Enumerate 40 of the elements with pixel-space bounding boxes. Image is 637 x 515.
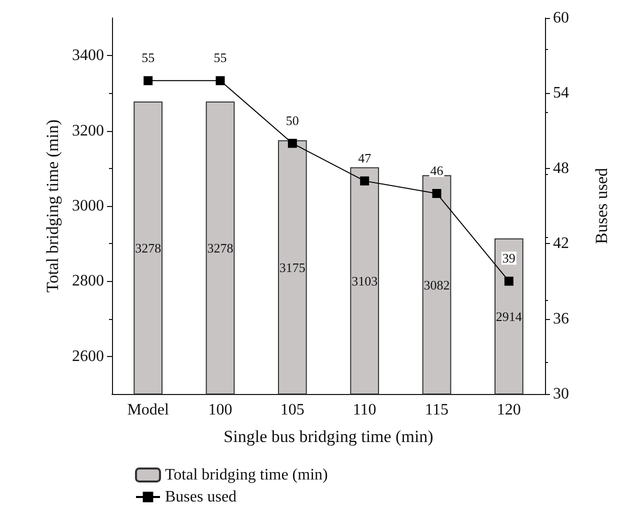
data-label: 3175 bbox=[279, 260, 306, 275]
y-tick-label: 2600 bbox=[72, 348, 104, 365]
data-label: 39 bbox=[502, 250, 516, 266]
x-tick-label: 120 bbox=[496, 402, 521, 418]
x-tick-label: 115 bbox=[425, 402, 448, 418]
y-tick-label: 3400 bbox=[72, 47, 104, 64]
y2-tick-label: 42 bbox=[553, 235, 569, 252]
y-tick-label: 3000 bbox=[72, 198, 104, 214]
data-label: 3103 bbox=[352, 273, 378, 288]
y-tick-label: 3200 bbox=[72, 122, 104, 140]
legend-label: Buses used bbox=[165, 488, 237, 506]
y-axis-title: Total bridging time (min) bbox=[43, 119, 62, 293]
data-label: 3082 bbox=[424, 277, 450, 292]
data-label: 46 bbox=[430, 162, 444, 178]
y2-tick-label: 54 bbox=[553, 84, 569, 102]
x-tick-label: 110 bbox=[352, 402, 376, 418]
point bbox=[360, 176, 370, 186]
point bbox=[432, 188, 442, 198]
point bbox=[504, 276, 514, 286]
y2-tick-label: 48 bbox=[553, 160, 569, 177]
x-axis-title: Single bus bridging time (min) bbox=[224, 427, 434, 446]
y2-tick-label: 36 bbox=[553, 310, 569, 328]
data-label: 47 bbox=[358, 150, 372, 166]
point bbox=[144, 76, 153, 86]
point bbox=[288, 138, 297, 148]
x-tick-label: Model bbox=[127, 402, 170, 418]
data-label: 3278 bbox=[135, 240, 162, 256]
y2-axis-title: Buses used bbox=[592, 167, 611, 244]
point bbox=[216, 76, 225, 86]
y2-tick-label: 30 bbox=[553, 386, 569, 402]
y2-tick-label: 60 bbox=[553, 10, 569, 26]
y-tick-label: 2800 bbox=[72, 272, 104, 290]
x-tick-label: 100 bbox=[208, 402, 232, 418]
data-label: 55 bbox=[142, 50, 155, 66]
legend-label: Total bridging time (min) bbox=[165, 466, 328, 484]
data-label: 55 bbox=[214, 50, 227, 66]
data-label: 3278 bbox=[207, 240, 234, 256]
x-tick-label: 105 bbox=[280, 402, 304, 418]
data-label: 2914 bbox=[496, 308, 522, 324]
data-label: 50 bbox=[286, 112, 299, 128]
